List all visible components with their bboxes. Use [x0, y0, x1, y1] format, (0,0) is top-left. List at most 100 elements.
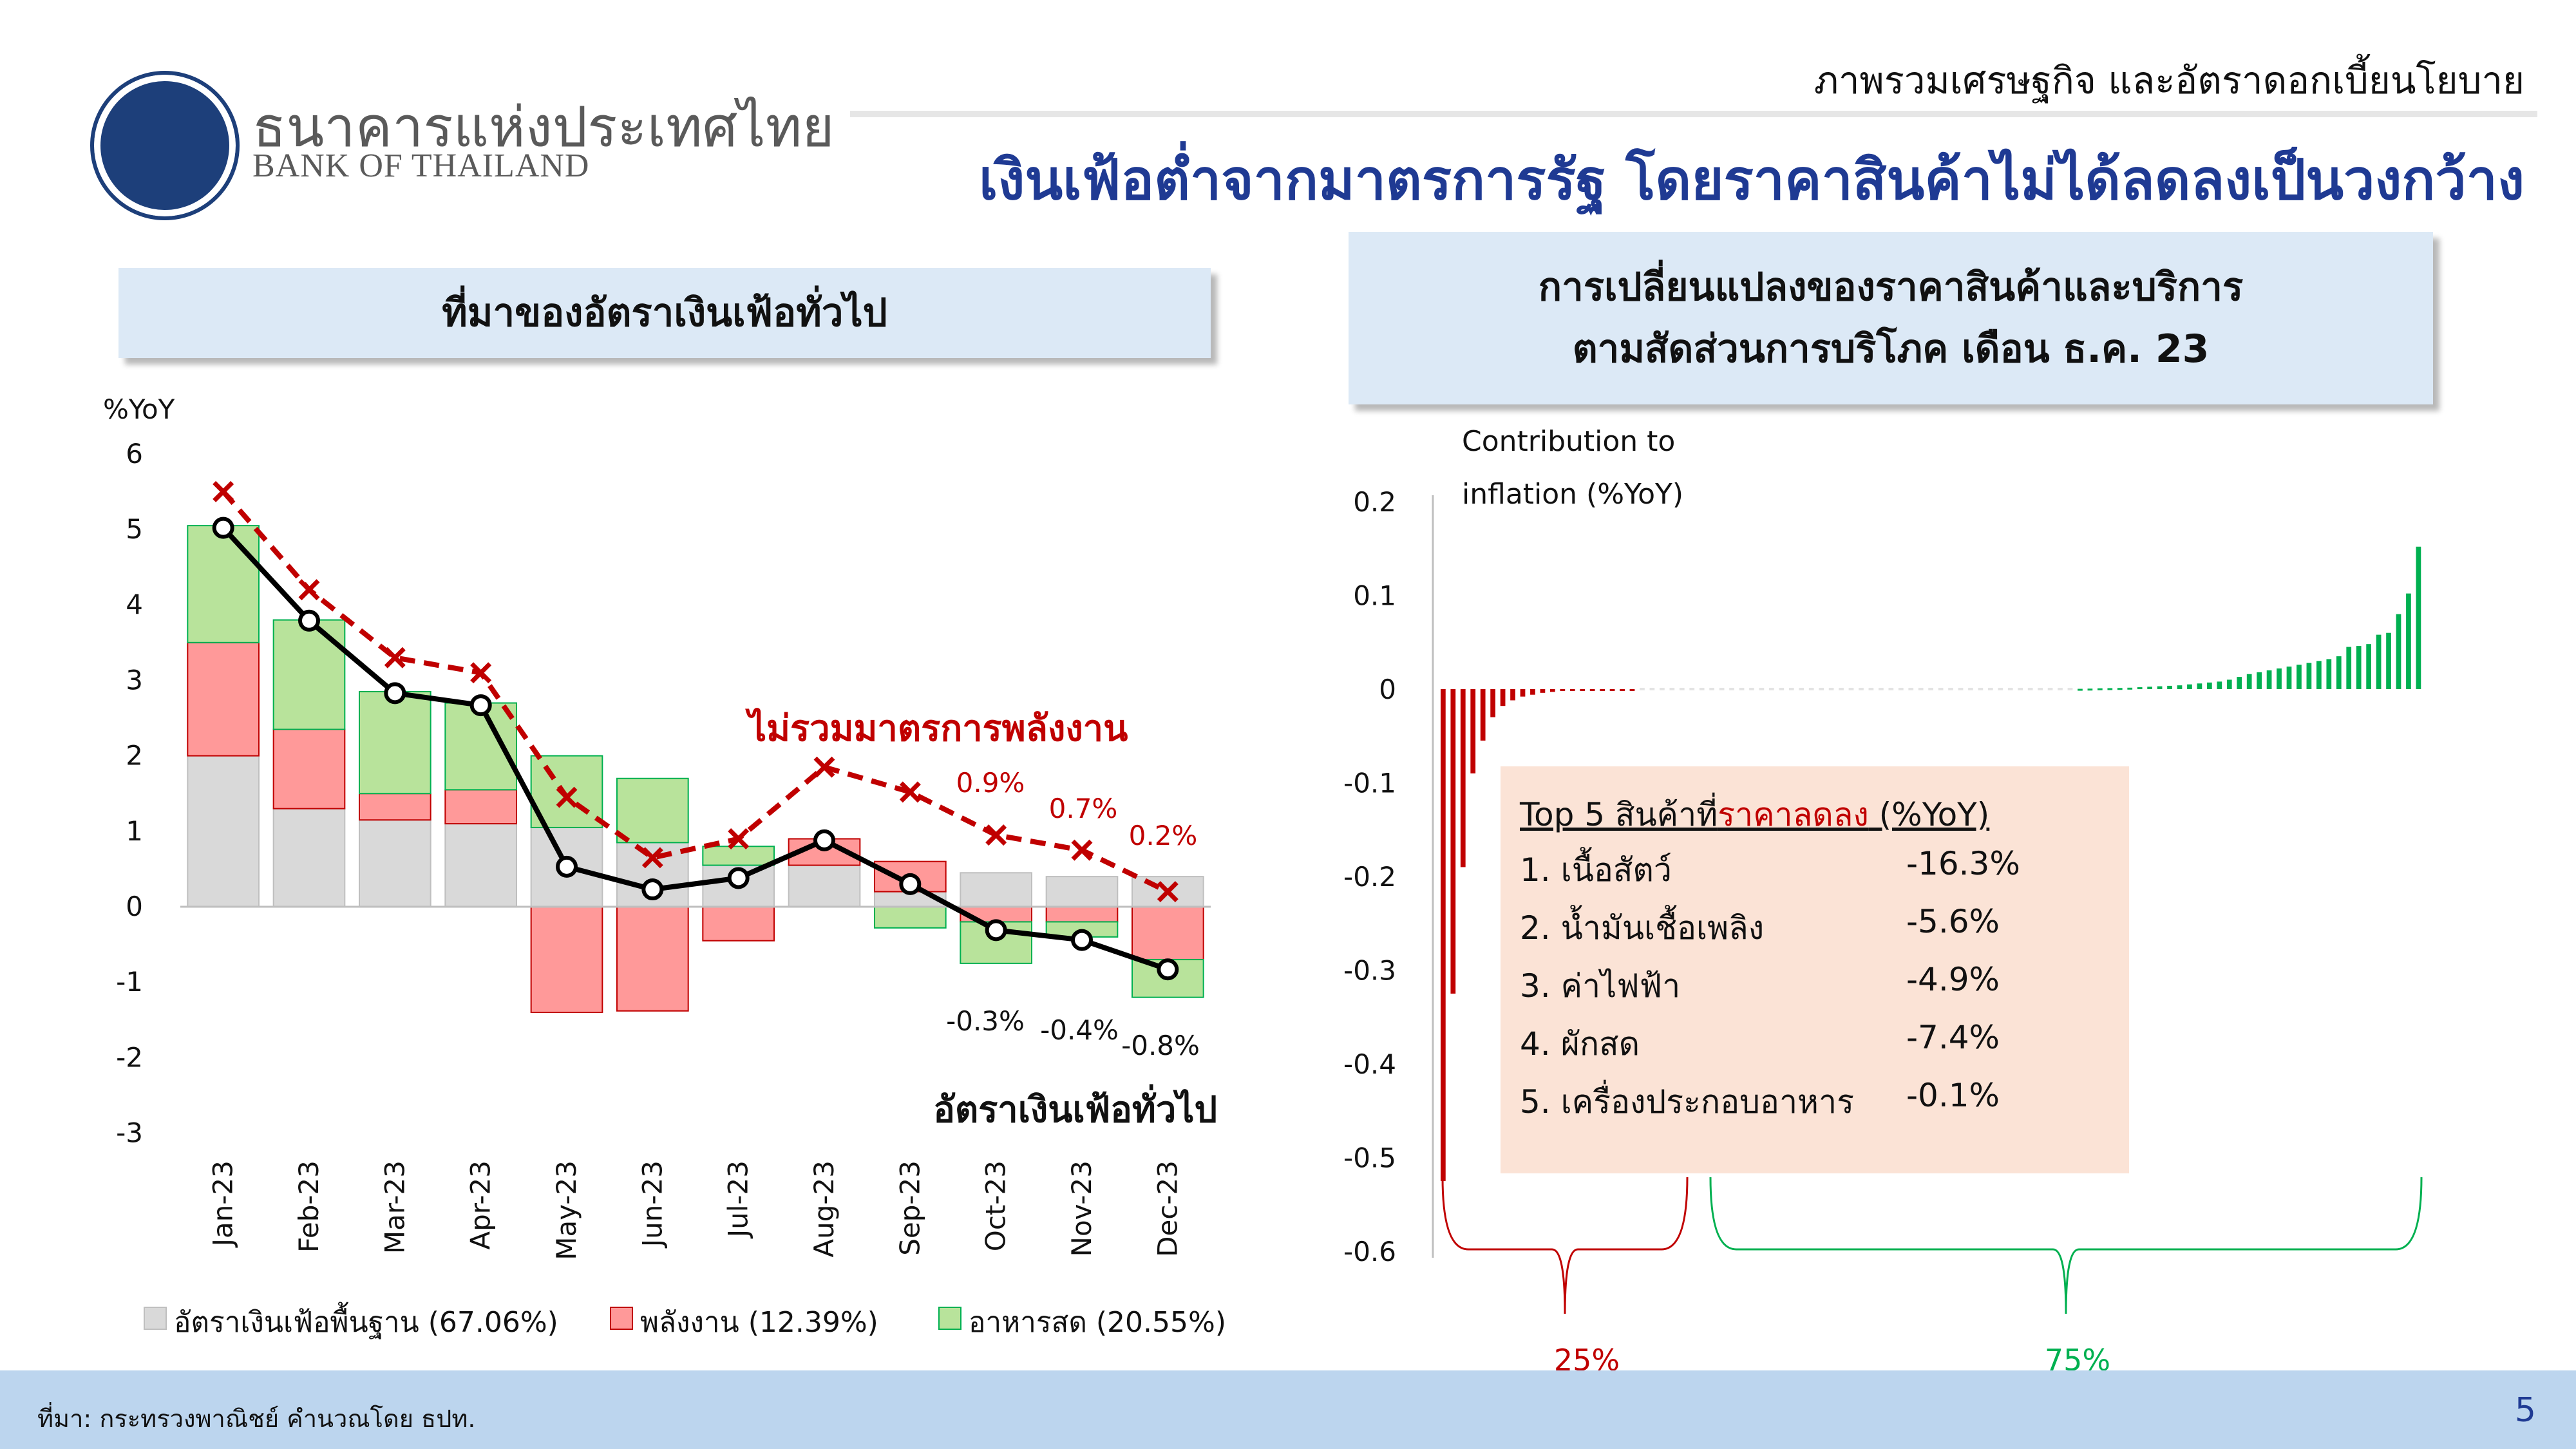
top5-item-name: 3. ค่าไฟฟ้า	[1520, 967, 1681, 1005]
data-label-headline: -0.3%	[946, 1005, 1025, 1037]
brace-price-decline	[1441, 1177, 1689, 1314]
headline-inflation-point	[556, 855, 578, 878]
y-tick-label: -0.6	[1343, 1236, 1396, 1267]
top5-item-value: -7.4%	[1906, 1019, 2000, 1056]
y-tick-label: 1	[126, 815, 143, 847]
x-tick-label: Jan-23	[207, 1160, 239, 1248]
contribution-bar-zero	[1839, 688, 1844, 690]
bank-name-thai: ธนาคารแห่งประเทศไทย	[252, 95, 835, 160]
contribution-bar-zero	[2058, 688, 2063, 690]
excluding-energy-marker	[384, 647, 406, 668]
marker-stroke	[641, 847, 663, 869]
excluding-energy-marker	[728, 828, 750, 849]
contribution-bar	[2306, 663, 2312, 689]
legend-swatch	[610, 1307, 633, 1330]
contribution-bar-zero	[1938, 688, 1944, 690]
contribution-bar	[2266, 670, 2272, 689]
page-number: 5	[2514, 1391, 2536, 1430]
right-panel-title-line1: การเปลี่ยนแปลงของราคาสินค้าและบริการ	[1538, 265, 2244, 310]
legend-swatch	[144, 1307, 167, 1330]
contribution-bar-zero	[1879, 688, 1884, 690]
y-tick-label: 5	[126, 513, 143, 545]
headline-inflation-point	[641, 878, 664, 901]
contribution-bar-zero	[1928, 688, 1933, 690]
contribution-bar-zero	[1868, 688, 1874, 690]
contribution-bar	[2098, 688, 2103, 690]
left-panel-title: ที่มาของอัตราเงินเฟ้อทั่วไป	[118, 268, 1211, 358]
contribution-bar	[2107, 688, 2113, 690]
marker-stroke	[384, 647, 406, 668]
stacked-bar-segment	[187, 525, 260, 643]
y-tick-label: 0	[1379, 674, 1396, 705]
contribution-bar-zero	[2007, 688, 2013, 690]
contribution-bar-zero	[1779, 688, 1785, 690]
stacked-bar-segment	[702, 846, 775, 866]
contribution-bar	[1520, 689, 1526, 697]
top5-heading: Top 5 สินค้าที่ราคาลดลง (%YoY)	[1520, 790, 1989, 840]
slide-headline: เงินเฟ้อต่ำจากมาตรการรัฐ โดยราคาสินค้าไม…	[979, 148, 2524, 213]
top5-item-name: 5. เครื่องประกอบอาหาร	[1520, 1083, 1854, 1121]
footer-source-note: ที่มา: กระทรวงพาณิชย์ คำนวณโดย ธปท.	[37, 1405, 476, 1433]
right-panel-title: การเปลี่ยนแปลงของราคาสินค้าและบริการ ตาม…	[1349, 232, 2433, 404]
contribution-bar	[1470, 689, 1476, 773]
legend-label: อัตราเงินเฟ้อพื้นฐาน (67.06%)	[174, 1302, 558, 1339]
contribution-bar-zero	[1908, 688, 1914, 690]
excluding-energy-marker	[641, 847, 663, 869]
contribution-bar-zero	[1759, 688, 1765, 690]
contribution-bar	[1550, 689, 1555, 692]
y-axis-title-line2: inflation (%YoY)	[1462, 478, 1683, 511]
contribution-bar-zero	[1808, 688, 1814, 690]
y-tick-label: -0.4	[1343, 1048, 1396, 1080]
contribution-bar-zero	[1729, 688, 1734, 690]
stacked-bar-segment	[530, 755, 603, 828]
data-label-headline: -0.8%	[1121, 1030, 1200, 1061]
y-tick-label: -2	[116, 1041, 143, 1073]
contribution-bar	[2386, 632, 2391, 689]
excluding-energy-marker	[298, 579, 320, 601]
marker-stroke	[1157, 881, 1179, 903]
stacked-bar-segment	[444, 823, 517, 907]
footer-band	[0, 1370, 2576, 1449]
contribution-bar-zero	[1958, 688, 1964, 690]
y-tick-label: -1	[116, 966, 143, 998]
stacked-bar-segment	[616, 777, 689, 844]
y-axis-title-line1: Contribution to	[1462, 425, 1675, 458]
contribution-bar	[2277, 668, 2282, 689]
contribution-bar-zero	[1848, 688, 1854, 690]
contribution-bar-zero	[1859, 688, 1864, 690]
headline-inflation-point	[212, 516, 234, 539]
headline-inflation-line	[221, 526, 1169, 972]
contribution-bar	[1609, 689, 1615, 691]
headline-inflation-point	[985, 919, 1007, 942]
contribution-bar	[2217, 681, 2222, 689]
excluding-energy-series-label: ไม่รวมมาตรการพลังงาน	[745, 707, 1128, 750]
headline-inflation-point	[813, 829, 835, 851]
y-tick-label: -3	[116, 1117, 143, 1149]
x-tick-label: Mar-23	[379, 1160, 410, 1254]
contribution-bar	[1460, 689, 1466, 867]
stacked-bar-segment	[702, 906, 775, 942]
marker-stroke	[1071, 839, 1093, 861]
contribution-bar-zero	[1679, 688, 1685, 690]
top5-price-decline-box: Top 5 สินค้าที่ราคาลดลง (%YoY) 1. เนื้อส…	[1501, 766, 2129, 1173]
contribution-bar	[2127, 687, 2133, 690]
contribution-bar	[2257, 672, 2262, 689]
contribution-bar	[2237, 677, 2242, 689]
contribution-bar-zero	[1978, 688, 1984, 690]
x-tick-label: Dec-23	[1151, 1160, 1183, 1257]
contribution-bar-zero	[1918, 688, 1924, 690]
x-tick-label: May-23	[551, 1160, 582, 1260]
contribution-bar	[2147, 687, 2152, 689]
contribution-bar	[1441, 689, 1446, 1181]
excluding-energy-marker	[556, 786, 578, 808]
contribution-bar	[2416, 546, 2421, 689]
headline-inflation-point	[727, 867, 750, 889]
stacked-bar-segment	[1045, 876, 1119, 907]
top5-item-value: -0.1%	[1906, 1077, 2000, 1114]
data-label-excl: 0.9%	[956, 767, 1025, 799]
contribution-bar-zero	[2027, 688, 2033, 690]
marker-stroke	[213, 480, 234, 502]
headline-inflation-point	[1071, 929, 1093, 951]
y-tick-label: -0.5	[1343, 1142, 1396, 1174]
